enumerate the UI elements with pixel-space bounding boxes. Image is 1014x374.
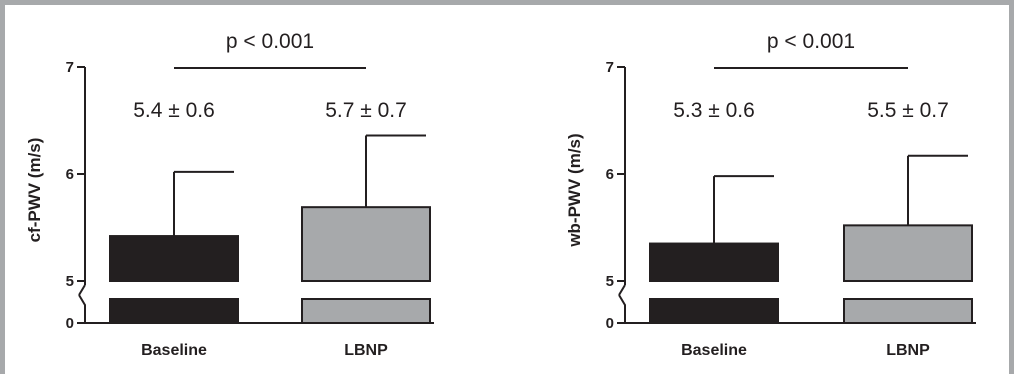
y-tick-label-6-1: 6	[66, 166, 74, 183]
data-label-lbnp-1: 5.7 ± 0.7	[325, 99, 407, 122]
axis-break-mark-upper-1	[78, 284, 86, 296]
data-label-lbnp-2: 5.5 ± 0.7	[867, 99, 949, 122]
significance-label-2: p < 0.001	[767, 30, 855, 53]
x-tick-baseline-1: Baseline	[141, 342, 207, 359]
x-tick-lbnp-1: LBNP	[344, 342, 388, 359]
bar-baseline-2	[649, 242, 779, 283]
y-tick-label-6-2: 6	[606, 166, 614, 183]
bar-lbnp-lower-2	[843, 298, 973, 324]
y-tick-label-0-1: 0	[66, 315, 74, 332]
bar-lbnp-2	[843, 224, 973, 282]
y-axis-lower-1	[78, 294, 86, 323]
bar-baseline-1	[109, 235, 239, 282]
chart-canvas: 5.4 ± 0.6 Baseline 5.7 ± 0.7 LBNP 0 5 6 7 cf-PWV…	[25, 30, 976, 359]
y-tick-label-5-1: 5	[66, 273, 74, 290]
significance-label-1: p < 0.001	[226, 30, 314, 53]
y-tick-label-0-2: 0	[606, 315, 614, 332]
y-tick-label-5-2: 5	[606, 273, 614, 290]
bar-lbnp-lower-1	[301, 298, 431, 324]
axis-break-mark-upper-2	[618, 284, 626, 296]
x-tick-lbnp-2: LBNP	[886, 342, 930, 359]
y-axis-lower-2	[618, 294, 626, 323]
data-label-baseline-2: 5.3 ± 0.6	[673, 99, 755, 122]
x-tick-baseline-2: Baseline	[681, 342, 747, 359]
y-axis-title-2: wb-PWV (m/s)	[565, 133, 584, 247]
data-label-baseline-1: 5.4 ± 0.6	[133, 99, 215, 122]
bar-lbnp-1	[301, 206, 431, 282]
y-tick-label-7-2: 7	[606, 59, 614, 76]
y-axis-title-1: cf-PWV (m/s)	[25, 138, 44, 243]
bar-baseline-lower-1	[109, 298, 239, 324]
y-tick-label-7-1: 7	[66, 59, 74, 76]
bar-baseline-lower-2	[649, 298, 779, 324]
